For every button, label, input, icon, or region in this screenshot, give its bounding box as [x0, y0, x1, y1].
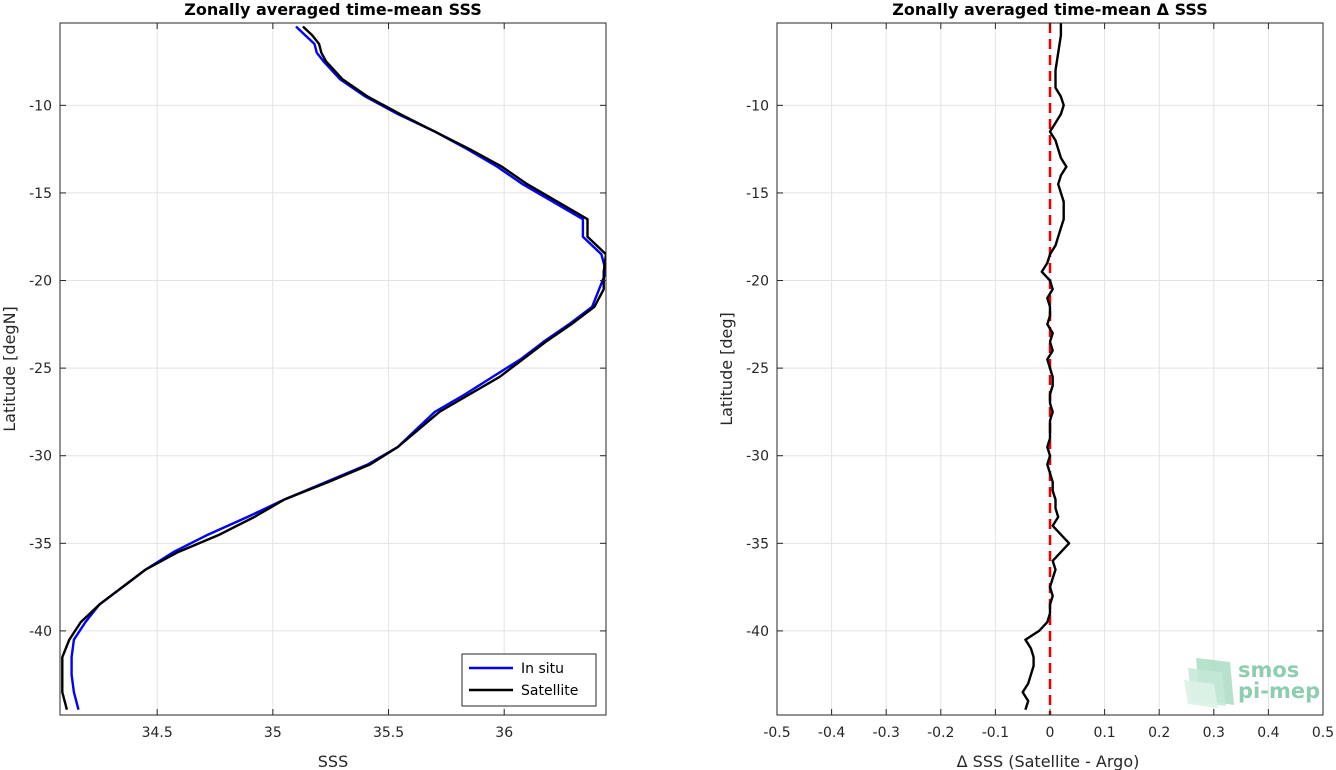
left-panel: Zonally averaged time-mean SSS 34.5 35 35.… [0, 0, 607, 770]
left-y-tick-label: -20 [29, 274, 52, 290]
right-x-tick-label: 0.1 [1093, 725, 1115, 741]
right-x-tick-label: 0.4 [1257, 725, 1279, 741]
right-x-tick-label: -0.2 [927, 725, 954, 741]
left-tick-marks [60, 23, 606, 715]
right-x-axis-label: Δ SSS (Satellite - Argo) [957, 752, 1140, 770]
right-series-line-delta-sss [1021, 23, 1071, 711]
left-chart-title: Zonally averaged time-mean SSS [184, 0, 482, 19]
right-x-tick-label: -0.4 [818, 725, 845, 741]
left-x-tick-label: 35 [264, 725, 282, 741]
left-series-group [61, 25, 606, 711]
right-x-tick-label: 0.5 [1312, 725, 1334, 741]
right-panel: Zonally averaged time-mean Δ SSS -0.5 -0.… [717, 0, 1334, 770]
left-y-tick-label: -30 [29, 449, 52, 465]
left-y-axis-label: Latitude [degN] [0, 306, 19, 432]
left-y-tick-label: -25 [29, 361, 52, 377]
legend: In situ Satellite [461, 653, 597, 707]
left-x-tick-label: 36 [495, 725, 513, 741]
right-x-tick-label: 0 [1046, 725, 1055, 741]
right-tick-marks [776, 23, 1324, 715]
right-y-tick-label: -35 [746, 536, 769, 552]
right-x-tick-label: -0.5 [763, 725, 790, 741]
right-y-tick-label: -20 [746, 274, 769, 290]
left-y-tick-label: -40 [29, 624, 52, 640]
left-y-tick-label: -35 [29, 536, 52, 552]
logo-text-smos: smos [1238, 658, 1299, 682]
right-y-tick-label: -10 [746, 98, 769, 114]
right-y-axis-label: Latitude [deg] [717, 312, 736, 426]
left-axes-box [59, 22, 607, 716]
left-y-tick-label: -10 [29, 98, 52, 114]
right-y-tick-label: -15 [746, 186, 769, 202]
right-tick-labels: -0.5 -0.4 -0.3 -0.2 -0.1 0 0.1 0.2 0.3 0.4 0.5 -40 -… [746, 98, 1334, 741]
left-series-line-satellite [61, 25, 606, 711]
left-tick-labels: 34.5 35 35.5 36 -40 -35 -30 -25 -20 -15 -10 [29, 98, 513, 741]
left-y-tick-label: -15 [29, 186, 52, 202]
logo-text-pi-mep: pi-mep [1238, 679, 1320, 703]
right-x-tick-label: 0.3 [1203, 725, 1225, 741]
right-x-tick-label: -0.1 [982, 725, 1009, 741]
right-x-tick-label: 0.2 [1148, 725, 1170, 741]
legend-label-in-situ: In situ [521, 661, 564, 677]
smos-pi-mep-logo: smos pi-mep [1184, 658, 1320, 708]
right-x-tick-label: -0.3 [873, 725, 900, 741]
left-x-tick-label: 35.5 [373, 725, 404, 741]
right-y-tick-label: -25 [746, 361, 769, 377]
right-chart-title: Zonally averaged time-mean Δ SSS [892, 0, 1208, 19]
legend-box [461, 653, 597, 707]
right-series-group [1021, 23, 1071, 711]
logo-mark-icon-front [1184, 680, 1218, 708]
legend-label-satellite: Satellite [521, 683, 578, 699]
left-x-axis-label: SSS [318, 752, 348, 770]
left-x-tick-label: 34.5 [142, 725, 173, 741]
right-y-tick-label: -40 [746, 624, 769, 640]
right-y-tick-label: -30 [746, 449, 769, 465]
